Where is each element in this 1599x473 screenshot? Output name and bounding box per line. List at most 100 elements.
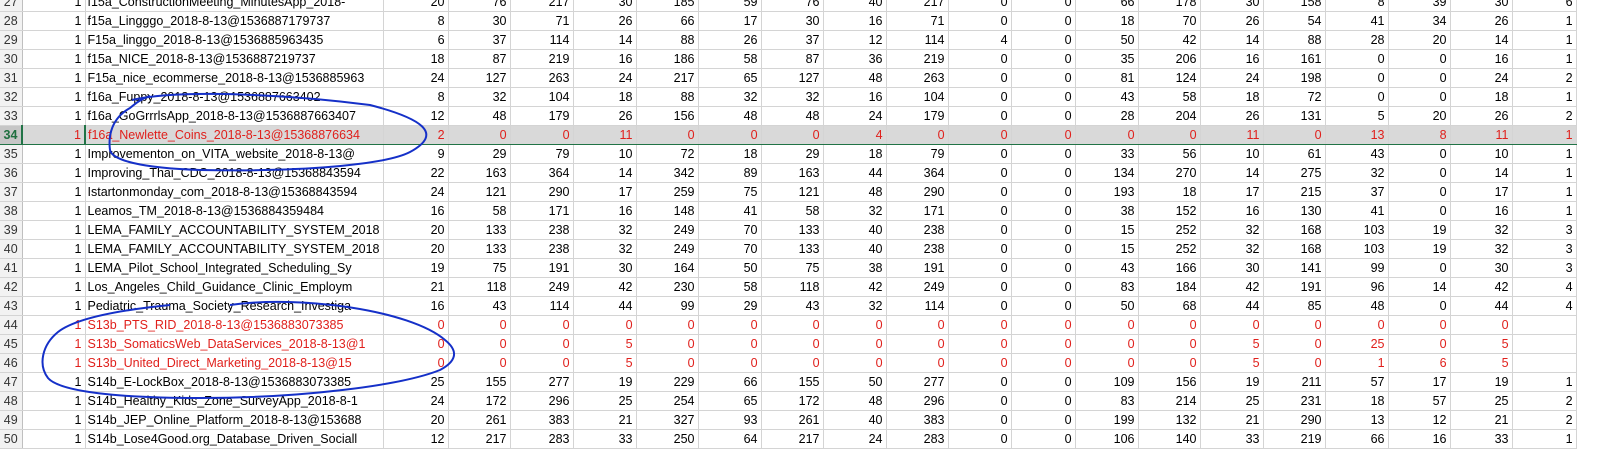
- cell[interactable]: 32: [823, 201, 887, 221]
- cell[interactable]: 1: [1512, 429, 1577, 449]
- cell[interactable]: 0: [948, 353, 1012, 373]
- cell[interactable]: 261: [761, 410, 824, 430]
- cell[interactable]: 28: [1325, 30, 1389, 50]
- cell[interactable]: 1: [22, 334, 86, 354]
- cell-name[interactable]: S14b_Lose4Good.org_Database_Driven_Socia…: [85, 429, 384, 449]
- cell[interactable]: 0: [886, 334, 949, 354]
- cell[interactable]: 171: [510, 201, 574, 221]
- cell-name[interactable]: F15a_nice_ecommerse_2018-8-13@1536885963: [85, 68, 384, 88]
- cell[interactable]: 24: [573, 68, 637, 88]
- cell[interactable]: 0: [1011, 125, 1076, 145]
- cell[interactable]: 191: [886, 258, 949, 278]
- cell[interactable]: 133: [448, 220, 511, 240]
- cell[interactable]: 42: [1450, 277, 1513, 297]
- cell[interactable]: 58: [448, 201, 511, 221]
- cell[interactable]: 32: [1450, 239, 1513, 259]
- cell[interactable]: 18: [698, 144, 762, 164]
- cell[interactable]: 0: [1011, 30, 1076, 50]
- cell[interactable]: 58: [698, 49, 762, 69]
- cell[interactable]: 0: [1388, 315, 1451, 335]
- cell[interactable]: 193: [1075, 182, 1139, 202]
- cell[interactable]: 0: [1011, 87, 1076, 107]
- cell[interactable]: 18: [573, 87, 637, 107]
- cell[interactable]: 81: [1075, 68, 1139, 88]
- cell[interactable]: 32: [1325, 163, 1389, 183]
- cell[interactable]: 2: [383, 125, 449, 145]
- cell[interactable]: 16: [1200, 49, 1264, 69]
- cell[interactable]: 0: [1011, 68, 1076, 88]
- cell[interactable]: 43: [1325, 144, 1389, 164]
- cell[interactable]: 6: [1512, 0, 1577, 12]
- cell[interactable]: 230: [636, 277, 699, 297]
- cell[interactable]: 33: [1075, 144, 1139, 164]
- cell[interactable]: 5: [1325, 106, 1389, 126]
- row-header[interactable]: 30: [0, 49, 23, 69]
- cell[interactable]: 0: [1138, 315, 1201, 335]
- cell[interactable]: 16: [1450, 49, 1513, 69]
- table-row[interactable]: 42 1 Los_Angeles_Child_Guidance_Clinic_Emp…: [0, 277, 1577, 297]
- cell[interactable]: 0: [948, 372, 1012, 392]
- cell[interactable]: 88: [636, 87, 699, 107]
- cell[interactable]: 0: [823, 334, 887, 354]
- cell[interactable]: 283: [886, 429, 949, 449]
- table-row[interactable]: 35 1 Improvementon_on_VITA_website_2018-8-…: [0, 144, 1577, 164]
- cell[interactable]: 185: [636, 0, 699, 12]
- cell[interactable]: 85: [1263, 296, 1326, 316]
- cell-name[interactable]: S14b_JEP_Online_Platform_2018-8-13@15368…: [85, 410, 384, 430]
- table-row[interactable]: 40 1 LEMA_FAMILY_ACCOUNTABILITY_SYSTEM_201…: [0, 239, 1577, 259]
- cell[interactable]: 0: [1011, 182, 1076, 202]
- table-row[interactable]: 39 1 LEMA_FAMILY_ACCOUNTABILITY_SYSTEM_201…: [0, 220, 1577, 240]
- cell[interactable]: 19: [573, 372, 637, 392]
- cell[interactable]: 140: [1138, 429, 1201, 449]
- cell[interactable]: 0: [636, 125, 699, 145]
- table-row[interactable]: 27 1 f15a_ConstructionMeeting_MinutesApp_2…: [0, 0, 1577, 12]
- cell[interactable]: 364: [510, 163, 574, 183]
- cell[interactable]: 48: [448, 106, 511, 126]
- cell[interactable]: 0: [948, 49, 1012, 69]
- cell[interactable]: 0: [1325, 315, 1389, 335]
- cell[interactable]: 0: [1011, 201, 1076, 221]
- cell-name[interactable]: f16a_GoGrrrlsApp_2018-8-13@1536887663407: [85, 106, 384, 126]
- cell[interactable]: 28: [1075, 106, 1139, 126]
- cell[interactable]: 0: [1011, 372, 1076, 392]
- cell[interactable]: 191: [1263, 277, 1326, 297]
- cell[interactable]: 0: [1325, 68, 1389, 88]
- cell[interactable]: 1: [1512, 182, 1577, 202]
- cell[interactable]: 215: [1263, 182, 1326, 202]
- cell[interactable]: 54: [1263, 11, 1326, 31]
- cell[interactable]: 70: [698, 220, 762, 240]
- cell[interactable]: 88: [636, 30, 699, 50]
- cell-name[interactable]: S13b_SomaticsWeb_DataServices_2018-8-13@…: [85, 334, 384, 354]
- cell[interactable]: 1: [22, 410, 86, 430]
- cell-name[interactable]: F15a_linggo_2018-8-13@1536885963435: [85, 30, 384, 50]
- cell[interactable]: 32: [761, 87, 824, 107]
- cell-name[interactable]: Istartonmonday_com_2018-8-13@15368843594: [85, 182, 384, 202]
- cell[interactable]: 42: [823, 277, 887, 297]
- cell[interactable]: 87: [761, 49, 824, 69]
- cell-name[interactable]: f16a_Newlette_Coins_2018-8-13@1536887663…: [83, 125, 384, 145]
- cell[interactable]: 1: [22, 49, 86, 69]
- cell[interactable]: 16: [823, 87, 887, 107]
- cell[interactable]: 1: [22, 429, 86, 449]
- cell[interactable]: 48: [823, 391, 887, 411]
- cell[interactable]: 103: [1325, 220, 1389, 240]
- cell[interactable]: 0: [948, 220, 1012, 240]
- cell[interactable]: 0: [948, 429, 1012, 449]
- cell[interactable]: 168: [1263, 220, 1326, 240]
- cell[interactable]: 21: [1450, 410, 1513, 430]
- cell[interactable]: 0: [1011, 144, 1076, 164]
- cell[interactable]: 17: [1388, 372, 1451, 392]
- cell[interactable]: 11: [573, 125, 637, 145]
- cell[interactable]: 1: [22, 30, 86, 50]
- cell[interactable]: 33: [1450, 429, 1513, 449]
- cell[interactable]: 5: [1450, 353, 1513, 373]
- cell[interactable]: 1: [22, 353, 86, 373]
- cell[interactable]: 0: [1075, 334, 1139, 354]
- cell[interactable]: 79: [510, 144, 574, 164]
- cell[interactable]: 1: [1512, 30, 1577, 50]
- cell[interactable]: 1: [1325, 353, 1389, 373]
- cell[interactable]: 1: [1512, 125, 1577, 145]
- cell[interactable]: 1: [1512, 372, 1577, 392]
- cell[interactable]: 0: [948, 144, 1012, 164]
- cell[interactable]: 0: [1075, 125, 1139, 145]
